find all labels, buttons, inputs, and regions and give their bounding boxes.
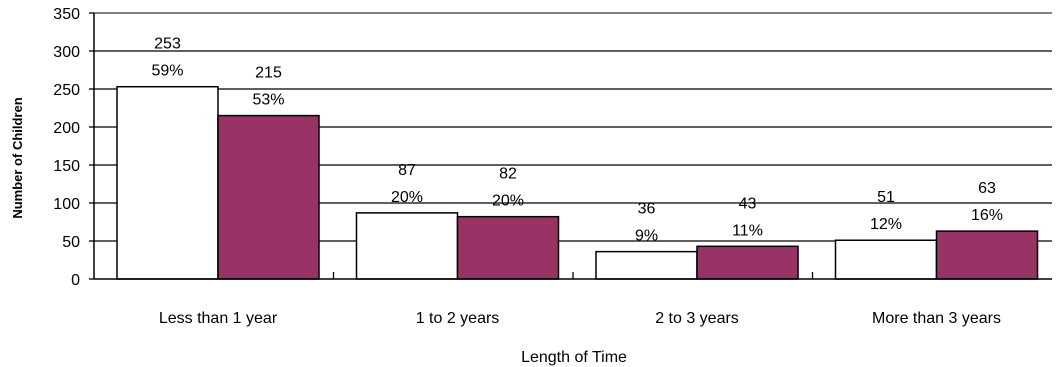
bar [116, 85, 219, 280]
y-tick-label: 0 [71, 272, 80, 289]
percent-label: 53% [252, 92, 284, 109]
x-category-label: 1 to 2 years [416, 310, 500, 327]
value-label: 43 [739, 195, 757, 212]
percent-label: 12% [870, 216, 902, 233]
percent-label: 20% [492, 193, 524, 210]
percent-label: 11% [732, 222, 763, 239]
bar [935, 230, 1039, 280]
y-tick-label: 250 [53, 82, 80, 99]
data-labels: 253 59% 215 53% 87 20% 82 20% 36 9% 43 11% 51 12% 63 16… [151, 36, 1003, 245]
bar [595, 250, 698, 280]
x-category-label: More than 3 years [872, 310, 1001, 327]
y-tick-label: 50 [62, 234, 80, 251]
bar [456, 215, 560, 280]
bar [834, 239, 938, 280]
y-tick-label: 100 [53, 196, 80, 213]
value-label: 87 [398, 162, 416, 179]
bars [116, 85, 1039, 280]
x-category-label: Less than 1 year [159, 310, 278, 327]
value-label: 82 [499, 166, 517, 183]
bar [355, 212, 459, 280]
y-axis-title: Number of Children [10, 97, 25, 218]
percent-label: 16% [971, 207, 1003, 224]
x-category-label: 2 to 3 years [655, 310, 739, 327]
value-label: 51 [877, 189, 895, 206]
x-category-labels: Less than 1 year 1 to 2 years 2 to 3 years… [159, 310, 1001, 327]
bar [696, 245, 799, 280]
value-label: 253 [154, 36, 181, 53]
x-axis-title: Length of Time [521, 349, 627, 366]
percent-label: 9% [635, 228, 658, 245]
percent-label: 20% [391, 189, 423, 206]
y-tick-label: 150 [53, 158, 80, 175]
axes [89, 12, 1052, 280]
y-tick-label: 200 [53, 120, 80, 137]
y-tick-labels: 0 50 100 150 200 250 300 350 [53, 6, 80, 289]
y-tick-label: 300 [53, 44, 80, 61]
value-label: 36 [638, 201, 656, 218]
percent-label: 59% [151, 63, 183, 80]
y-tick-label: 350 [53, 6, 80, 23]
value-label: 215 [255, 65, 282, 82]
value-label: 63 [978, 180, 996, 197]
bar [217, 114, 320, 280]
